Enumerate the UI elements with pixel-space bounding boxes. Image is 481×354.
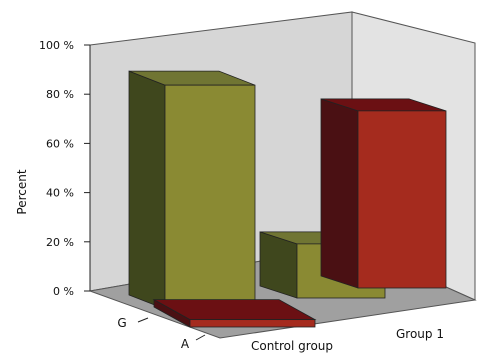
y-tick-label: 100 % [39, 39, 74, 52]
bar-side [320, 98, 359, 289]
bar-side [128, 70, 166, 310]
y-axis: 0 % 20 % 40 % 60 % 80 % 100 % Percent [15, 39, 91, 298]
bars [128, 70, 447, 328]
bar-front [189, 319, 316, 328]
y-tick-label: 60 % [46, 137, 74, 150]
group-label-group1: Group 1 [396, 327, 444, 341]
y-tick-label: 0 % [53, 285, 74, 298]
bar-front [164, 84, 256, 310]
bar-G-control-group [128, 70, 256, 310]
series-tick-g [137, 317, 149, 323]
series-label-a: A [181, 337, 190, 351]
y-tick-label: 80 % [46, 88, 74, 101]
y-tick-label: 20 % [46, 236, 74, 249]
bar-A-control-group [152, 298, 317, 328]
bar-A-group-1 [320, 98, 447, 289]
y-axis-title: Percent [15, 169, 29, 214]
series-tick-a [195, 334, 206, 341]
series-label-g: G [117, 316, 126, 330]
bar-front [357, 110, 447, 289]
group-label-control: Control group [251, 339, 333, 353]
category-labels: G A Control group Group 1 [117, 316, 444, 353]
y-tick-label: 40 % [46, 187, 74, 200]
